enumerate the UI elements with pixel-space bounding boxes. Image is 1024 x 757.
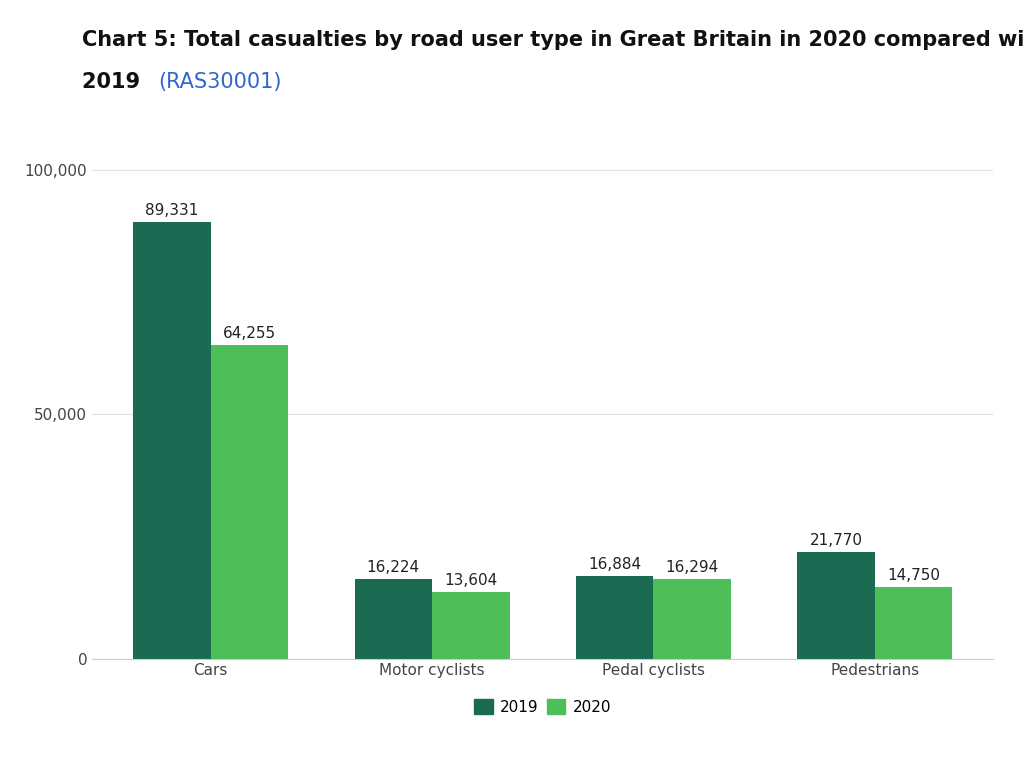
Text: 16,884: 16,884 [588,557,641,572]
Text: 2019: 2019 [82,72,147,92]
Bar [798,552,874,659]
Bar [354,579,432,659]
Bar [133,222,211,659]
Text: 64,255: 64,255 [223,326,275,341]
Bar [874,587,952,659]
Text: 13,604: 13,604 [444,573,498,588]
Text: 14,750: 14,750 [887,568,940,583]
Text: Chart 5: Total casualties by road user type in Great Britain in 2020 compared wi: Chart 5: Total casualties by road user t… [82,30,1024,50]
Legend: 2019, 2020: 2019, 2020 [468,693,617,721]
Text: 89,331: 89,331 [145,203,199,218]
Bar [575,576,653,659]
Bar [653,579,731,659]
Text: 21,770: 21,770 [810,534,862,548]
Text: 16,224: 16,224 [367,560,420,575]
Text: 16,294: 16,294 [666,560,719,575]
Text: (RAS30001): (RAS30001) [159,72,283,92]
Bar [211,344,288,659]
Bar [432,592,510,659]
